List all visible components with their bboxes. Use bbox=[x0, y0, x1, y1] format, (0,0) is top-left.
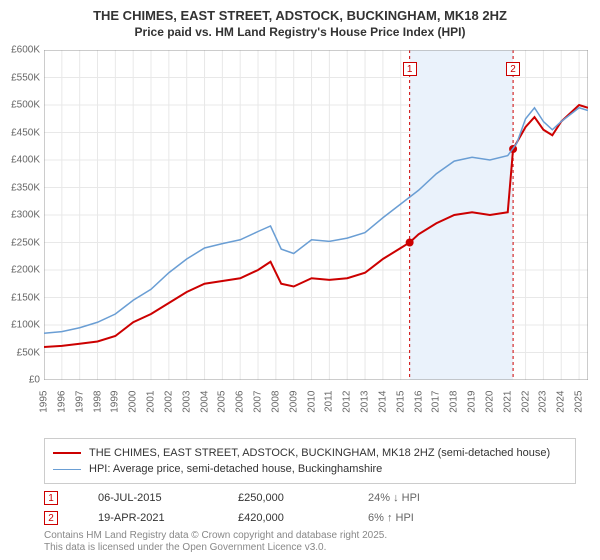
x-tick-label: 2019 bbox=[467, 391, 478, 413]
y-tick-label: £0 bbox=[0, 375, 40, 386]
datapoint-date: 06-JUL-2015 bbox=[98, 492, 198, 504]
datapoint-marker: 2 bbox=[44, 511, 58, 525]
datapoint-price: £420,000 bbox=[238, 512, 328, 524]
x-tick-label: 2025 bbox=[574, 391, 585, 413]
footer-line: This data is licensed under the Open Gov… bbox=[44, 542, 387, 554]
y-tick-label: £350K bbox=[0, 182, 40, 193]
datapoint-row: 1 06-JUL-2015 £250,000 24% ↓ HPI bbox=[44, 488, 576, 508]
x-tick-label: 2009 bbox=[288, 391, 299, 413]
x-tick-label: 2016 bbox=[413, 391, 424, 413]
x-tick-label: 1996 bbox=[56, 391, 67, 413]
y-tick-label: £200K bbox=[0, 265, 40, 276]
band-marker: 1 bbox=[403, 62, 417, 76]
x-tick-label: 1999 bbox=[110, 391, 121, 413]
x-tick-label: 2001 bbox=[146, 391, 157, 413]
x-tick-label: 2023 bbox=[538, 391, 549, 413]
x-tick-label: 2022 bbox=[520, 391, 531, 413]
x-tick-label: 2005 bbox=[217, 391, 228, 413]
band-marker: 2 bbox=[506, 62, 520, 76]
x-tick-label: 1997 bbox=[74, 391, 85, 413]
datapoints-table: 1 06-JUL-2015 £250,000 24% ↓ HPI 2 19-AP… bbox=[44, 488, 576, 528]
datapoint-delta: 6% ↑ HPI bbox=[368, 512, 414, 524]
x-tick-label: 2017 bbox=[431, 391, 442, 413]
legend-item: THE CHIMES, EAST STREET, ADSTOCK, BUCKIN… bbox=[53, 445, 567, 461]
y-tick-label: £150K bbox=[0, 292, 40, 303]
y-tick-label: £550K bbox=[0, 72, 40, 83]
x-tick-label: 2002 bbox=[163, 391, 174, 413]
x-tick-label: 2012 bbox=[342, 391, 353, 413]
x-tick-label: 2018 bbox=[449, 391, 460, 413]
footer-line: Contains HM Land Registry data © Crown c… bbox=[44, 530, 387, 542]
x-tick-label: 2003 bbox=[181, 391, 192, 413]
y-axis-ticks: £0£50K£100K£150K£200K£250K£300K£350K£400… bbox=[0, 50, 40, 380]
datapoint-date: 19-APR-2021 bbox=[98, 512, 198, 524]
x-tick-label: 2011 bbox=[324, 391, 335, 413]
x-tick-label: 2024 bbox=[556, 391, 567, 413]
y-tick-label: £50K bbox=[0, 347, 40, 358]
legend-label: HPI: Average price, semi-detached house,… bbox=[89, 463, 382, 475]
plot-svg bbox=[44, 50, 588, 380]
y-tick-label: £450K bbox=[0, 127, 40, 138]
x-tick-label: 2006 bbox=[235, 391, 246, 413]
footer-attribution: Contains HM Land Registry data © Crown c… bbox=[44, 530, 387, 554]
x-tick-label: 1998 bbox=[92, 391, 103, 413]
chart-subtitle: Price paid vs. HM Land Registry's House … bbox=[0, 25, 600, 45]
chart-area: £0£50K£100K£150K£200K£250K£300K£350K£400… bbox=[44, 50, 588, 410]
x-tick-label: 2007 bbox=[253, 391, 264, 413]
legend-label: THE CHIMES, EAST STREET, ADSTOCK, BUCKIN… bbox=[89, 447, 550, 459]
legend: THE CHIMES, EAST STREET, ADSTOCK, BUCKIN… bbox=[44, 438, 576, 484]
y-tick-label: £500K bbox=[0, 100, 40, 111]
datapoint-price: £250,000 bbox=[238, 492, 328, 504]
chart-container: THE CHIMES, EAST STREET, ADSTOCK, BUCKIN… bbox=[0, 0, 600, 560]
x-tick-label: 2013 bbox=[360, 391, 371, 413]
x-tick-label: 2020 bbox=[484, 391, 495, 413]
datapoint-row: 2 19-APR-2021 £420,000 6% ↑ HPI bbox=[44, 508, 576, 528]
x-tick-label: 1995 bbox=[39, 391, 50, 413]
x-tick-label: 2004 bbox=[199, 391, 210, 413]
x-tick-label: 2014 bbox=[377, 391, 388, 413]
y-tick-label: £250K bbox=[0, 237, 40, 248]
datapoint-delta: 24% ↓ HPI bbox=[368, 492, 420, 504]
x-tick-label: 2015 bbox=[395, 391, 406, 413]
x-tick-label: 2008 bbox=[270, 391, 281, 413]
y-tick-label: £300K bbox=[0, 210, 40, 221]
x-axis-ticks: 1995199619971998199920002001200220032004… bbox=[44, 385, 588, 413]
x-tick-label: 2000 bbox=[128, 391, 139, 413]
legend-item: HPI: Average price, semi-detached house,… bbox=[53, 461, 567, 477]
legend-swatch bbox=[53, 452, 81, 454]
y-tick-label: £100K bbox=[0, 320, 40, 331]
x-tick-label: 2021 bbox=[502, 391, 513, 413]
legend-swatch bbox=[53, 469, 81, 470]
y-tick-label: £600K bbox=[0, 45, 40, 56]
datapoint-marker: 1 bbox=[44, 491, 58, 505]
y-tick-label: £400K bbox=[0, 155, 40, 166]
chart-title: THE CHIMES, EAST STREET, ADSTOCK, BUCKIN… bbox=[0, 0, 600, 25]
x-tick-label: 2010 bbox=[306, 391, 317, 413]
